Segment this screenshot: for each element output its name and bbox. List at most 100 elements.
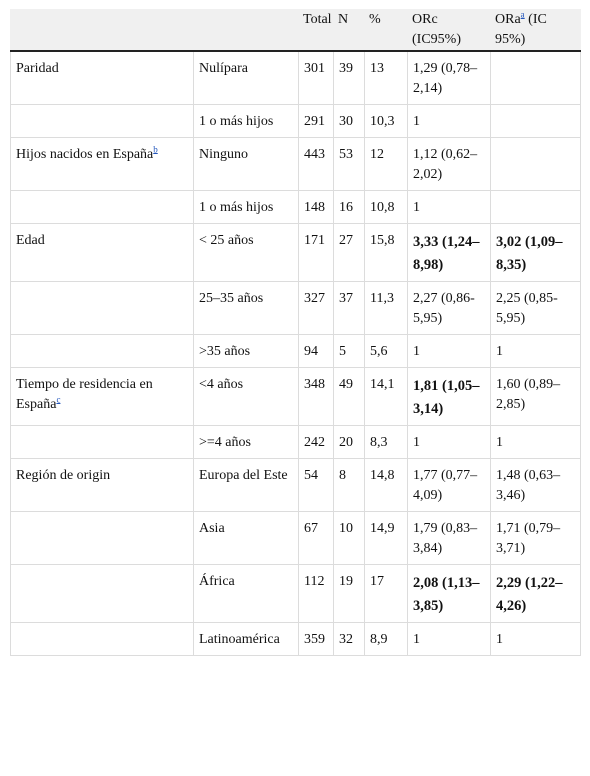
header-ora-label: ORa xyxy=(495,12,521,27)
cell-category-text: Latinoamérica xyxy=(199,632,280,647)
cell-n-text: 19 xyxy=(339,574,353,589)
cell-variable: Hijos nacidos en Españab xyxy=(10,137,194,191)
cell-orc: 1,29 (0,78–2,14) xyxy=(407,50,491,105)
cell-pct: 8,9 xyxy=(364,622,408,656)
cell-ora xyxy=(490,104,581,138)
cell-orc: 1,81 (1,05–3,14) xyxy=(407,367,491,426)
cell-n: 30 xyxy=(333,104,365,138)
cell-pct: 11,3 xyxy=(364,281,408,335)
cell-category: Asia xyxy=(193,511,299,565)
cell-category: < 25 años xyxy=(193,223,299,282)
cell-variable-text: Tiempo de residencia en España xyxy=(16,377,153,412)
cell-orc: 1,79 (0,83–3,84) xyxy=(407,511,491,565)
cell-total: 54 xyxy=(298,458,334,512)
cell-ora xyxy=(490,50,581,105)
cell-orc-text: 1 xyxy=(413,200,420,215)
cell-pct-text: 5,6 xyxy=(370,344,388,359)
cell-category: <4 años xyxy=(193,367,299,426)
cell-total-text: 443 xyxy=(304,147,325,162)
cell-category: África xyxy=(193,564,299,623)
cell-total: 148 xyxy=(298,190,334,224)
table-row: 25–35 años 327 37 11,3 2,27 (0,86-5,95) 2,25 … xyxy=(10,281,581,335)
cell-variable xyxy=(10,511,194,565)
cell-ora-text: 2,29 (1,22–4,26) xyxy=(496,575,563,614)
cell-n-text: 37 xyxy=(339,291,353,306)
table-row: Edad < 25 años 171 27 15,8 3,33 (1,24–8,98) 3,… xyxy=(10,223,581,282)
cell-ora: 1,60 (0,89–2,85) xyxy=(490,367,581,426)
cell-n: 39 xyxy=(333,50,365,105)
cell-ora-text: 1,71 (0,79–3,71) xyxy=(496,521,561,556)
cell-orc-text: 2,08 (1,13–3,85) xyxy=(413,575,480,614)
footnote-link-a[interactable]: a xyxy=(520,9,525,20)
cell-n-text: 49 xyxy=(339,377,353,392)
cell-variable-text: Paridad xyxy=(16,61,59,76)
cell-n: 53 xyxy=(333,137,365,191)
cell-variable xyxy=(10,334,194,368)
cell-pct-text: 12 xyxy=(370,147,384,162)
cell-n: 37 xyxy=(333,281,365,335)
cell-category: 1 o más hijos xyxy=(193,190,299,224)
cell-total: 67 xyxy=(298,511,334,565)
cell-total: 327 xyxy=(298,281,334,335)
cell-orc: 1,12 (0,62–2,02) xyxy=(407,137,491,191)
cell-orc-text: 1,29 (0,78–2,14) xyxy=(413,61,478,96)
cell-n: 16 xyxy=(333,190,365,224)
cell-category-text: >35 años xyxy=(199,344,251,359)
header-n: N xyxy=(333,9,365,52)
cell-total: 171 xyxy=(298,223,334,282)
cell-n-text: 16 xyxy=(339,200,353,215)
table-row: Tiempo de residencia en Españac <4 años 34… xyxy=(10,367,581,426)
header-orc: ORc (IC95%) xyxy=(407,9,491,52)
footnote-link-c[interactable]: c xyxy=(56,394,61,405)
cell-pct: 10,8 xyxy=(364,190,408,224)
cell-n-text: 27 xyxy=(339,233,353,248)
cell-orc: 1,77 (0,77–4,09) xyxy=(407,458,491,512)
cell-pct: 14,1 xyxy=(364,367,408,426)
table-row: Paridad Nulípara 301 39 13 1,29 (0,78–2,14) xyxy=(10,50,581,105)
cell-total-text: 301 xyxy=(304,61,325,76)
cell-ora-text: 1 xyxy=(496,632,503,647)
cell-n: 32 xyxy=(333,622,365,656)
table-row: Asia 67 10 14,9 1,79 (0,83–3,84) 1,71 (0,79–3… xyxy=(10,511,581,565)
cell-pct: 13 xyxy=(364,50,408,105)
cell-n-text: 8 xyxy=(339,468,346,483)
cell-n-text: 39 xyxy=(339,61,353,76)
cell-category-text: 1 o más hijos xyxy=(199,114,274,129)
cell-category-text: 1 o más hijos xyxy=(199,200,274,215)
header-total: Total xyxy=(298,9,334,52)
cell-n-text: 10 xyxy=(339,521,353,536)
table-row: 1 o más hijos 291 30 10,3 1 xyxy=(10,104,581,138)
cell-n: 10 xyxy=(333,511,365,565)
cell-category: Ninguno xyxy=(193,137,299,191)
cell-ora: 1 xyxy=(490,425,581,459)
cell-total-text: 348 xyxy=(304,377,325,392)
cell-total: 301 xyxy=(298,50,334,105)
cell-orc-text: 1,79 (0,83–3,84) xyxy=(413,521,478,556)
cell-variable xyxy=(10,425,194,459)
table-row: África 112 19 17 2,08 (1,13–3,85) 2,29 (1,22–… xyxy=(10,564,581,623)
cell-category: Latinoamérica xyxy=(193,622,299,656)
cell-variable-text: Edad xyxy=(16,233,45,248)
cell-total-text: 327 xyxy=(304,291,325,306)
cell-n-text: 5 xyxy=(339,344,346,359)
cell-ora: 1 xyxy=(490,622,581,656)
cell-total-text: 112 xyxy=(304,574,325,589)
cell-ora: 1 xyxy=(490,334,581,368)
cell-total-text: 291 xyxy=(304,114,325,129)
cell-ora: 1,71 (0,79–3,71) xyxy=(490,511,581,565)
cell-total-text: 148 xyxy=(304,200,325,215)
cell-total-text: 94 xyxy=(304,344,318,359)
header-percent: % xyxy=(364,9,408,52)
table-row: Región de origin Europa del Este 54 8 14,8 1,… xyxy=(10,458,581,512)
cell-category-text: Ninguno xyxy=(199,147,248,162)
cell-category: Nulípara xyxy=(193,50,299,105)
cell-orc-text: 2,27 (0,86-5,95) xyxy=(413,291,475,326)
cell-category: Europa del Este xyxy=(193,458,299,512)
cell-orc-text: 1 xyxy=(413,632,420,647)
cell-variable-text: Hijos nacidos en España xyxy=(16,147,154,162)
cell-ora-text: 1,48 (0,63–3,46) xyxy=(496,468,561,503)
cell-n: 5 xyxy=(333,334,365,368)
cell-ora xyxy=(490,190,581,224)
cell-orc-text: 3,33 (1,24–8,98) xyxy=(413,234,480,273)
footnote-link-b[interactable]: b xyxy=(153,144,158,155)
